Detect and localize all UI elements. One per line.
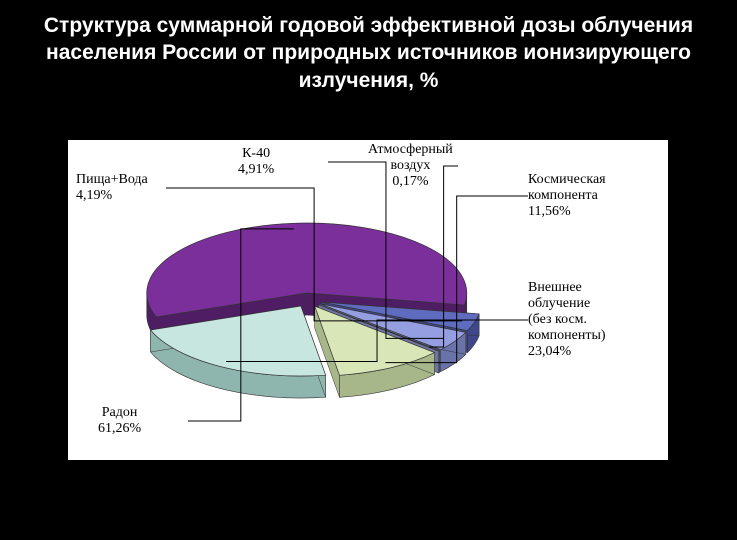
slice-label: Космическаякомпонента11,56% — [528, 172, 606, 220]
slice-label: Внешнееоблучение(без косм.компоненты)23,… — [528, 280, 606, 360]
slice-label: К-404,91% — [238, 146, 274, 178]
slice-label: Атмосферныйвоздух0,17% — [368, 142, 453, 190]
slice-label: Пища+Вода4,19% — [76, 172, 148, 204]
pie-chart: Радон61,26% Пища+Вода4,19% К-404,91% Атмосф… — [68, 140, 668, 460]
slide-title: Структура суммарной годовой эффективной … — [0, 0, 737, 94]
slice-label: Радон61,26% — [98, 405, 141, 437]
